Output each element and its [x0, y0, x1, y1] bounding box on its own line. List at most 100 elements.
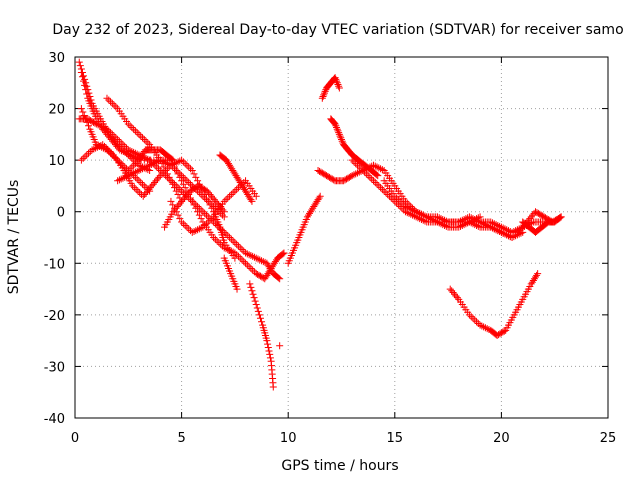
- data-point: [348, 156, 356, 164]
- data-point: [124, 146, 132, 154]
- data-point: [315, 167, 323, 175]
- data-point: [255, 311, 263, 319]
- data-point: [190, 170, 198, 178]
- data-point: [245, 251, 253, 259]
- data-point: [318, 169, 326, 177]
- data-point: [403, 203, 411, 211]
- data-point: [391, 192, 399, 200]
- data-point: [169, 208, 177, 216]
- data-point: [513, 226, 521, 234]
- data-point: [172, 204, 180, 212]
- data-point: [77, 156, 85, 164]
- data-point: [318, 94, 326, 102]
- data-point: [108, 99, 116, 107]
- data-point: [79, 154, 87, 162]
- data-point: [137, 178, 145, 186]
- data-point: [139, 180, 147, 188]
- data-point: [170, 184, 178, 192]
- data-point: [202, 196, 210, 204]
- data-point: [81, 81, 89, 89]
- data-point: [89, 118, 97, 126]
- data-point: [251, 297, 259, 305]
- data-point: [142, 137, 150, 145]
- data-point: [231, 239, 239, 247]
- data-point: [112, 103, 120, 111]
- data-point: [110, 132, 118, 140]
- data-point: [118, 147, 126, 155]
- data-point: [142, 189, 150, 197]
- data-point: [123, 144, 131, 152]
- data-point: [114, 177, 122, 185]
- data-point: [209, 194, 217, 202]
- data-point: [82, 86, 90, 94]
- data-point: [245, 263, 253, 271]
- data-point: [517, 224, 525, 232]
- data-point: [366, 173, 374, 181]
- data-point: [85, 149, 93, 157]
- data-point: [149, 180, 157, 188]
- data-point: [248, 197, 256, 205]
- data-point: [195, 211, 203, 219]
- data-point: [333, 77, 341, 85]
- data-point: [320, 170, 328, 178]
- chart-title: Day 232 of 2023, Sidereal Day-to-day VTE…: [52, 22, 623, 38]
- data-point: [169, 163, 177, 171]
- data-point: [165, 173, 173, 181]
- data-point: [121, 173, 129, 181]
- series-pass-17: [327, 115, 382, 180]
- data-point: [378, 166, 386, 174]
- data-point: [139, 192, 147, 200]
- data-point: [170, 165, 178, 173]
- data-point: [131, 168, 139, 176]
- data-point: [186, 165, 194, 173]
- data-point: [110, 139, 118, 147]
- data-point: [252, 301, 260, 309]
- data-point: [128, 163, 136, 171]
- data-point: [247, 252, 255, 260]
- data-point: [382, 189, 390, 197]
- data-point: [499, 328, 507, 336]
- series-pass-18: [314, 161, 484, 226]
- data-point: [247, 196, 255, 204]
- data-point: [217, 240, 225, 248]
- data-point: [534, 209, 542, 217]
- data-point: [126, 165, 134, 173]
- data-point: [112, 134, 120, 142]
- data-point: [500, 327, 508, 335]
- series-pass-15: [284, 192, 324, 267]
- data-point: [194, 177, 202, 185]
- data-point: [319, 93, 327, 101]
- data-point: [332, 122, 340, 130]
- data-point: [169, 180, 177, 188]
- data-point: [336, 132, 344, 140]
- data-point: [219, 206, 227, 214]
- data-point: [186, 187, 194, 195]
- data-point: [537, 211, 545, 219]
- data-point: [183, 223, 191, 231]
- data-point: [320, 91, 328, 99]
- y-tick-label: 20: [48, 103, 65, 118]
- data-point: [116, 146, 124, 154]
- data-point: [368, 175, 376, 183]
- x-tick-label: 5: [177, 431, 185, 446]
- data-point: [442, 217, 450, 225]
- data-point: [208, 201, 216, 209]
- x-tick-label: 20: [493, 431, 510, 446]
- data-point: [183, 177, 191, 185]
- y-tick-label: -30: [44, 360, 65, 375]
- data-point: [206, 216, 214, 224]
- series-pass-13: [246, 280, 277, 391]
- data-point: [96, 122, 104, 130]
- data-point: [147, 160, 155, 168]
- data-point: [369, 177, 377, 185]
- data-point: [487, 218, 495, 226]
- data-point: [369, 161, 377, 169]
- data-point: [201, 221, 209, 229]
- data-point: [167, 161, 175, 169]
- data-point: [344, 174, 352, 182]
- data-point: [449, 289, 457, 297]
- data-point: [377, 165, 385, 173]
- series-pass-12: [220, 254, 241, 293]
- data-point: [393, 194, 401, 202]
